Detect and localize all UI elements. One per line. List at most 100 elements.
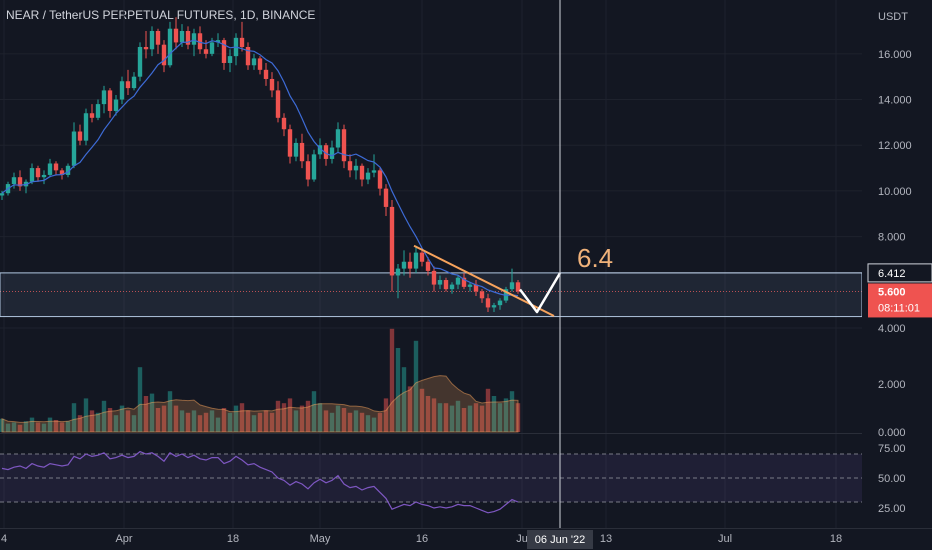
volume-bar — [407, 386, 413, 432]
candle-body — [113, 99, 119, 111]
volume-bar — [227, 412, 233, 432]
candle-body — [101, 90, 107, 105]
candle-body — [467, 284, 473, 287]
volume-bar — [143, 396, 149, 432]
candle-body — [161, 44, 167, 66]
time-tick-label: 18 — [227, 533, 239, 545]
volume-bar — [359, 412, 365, 432]
candle-body — [413, 252, 419, 269]
volume-bar — [281, 403, 287, 432]
cursor-date-badge — [527, 530, 593, 549]
grid — [0, 0, 932, 528]
candle-body — [65, 165, 71, 175]
volume-bar — [485, 388, 491, 432]
volume-bar — [203, 412, 209, 432]
candle-body — [119, 81, 125, 100]
volume-bar — [251, 415, 257, 432]
candle-body — [431, 270, 437, 285]
volume-bar — [113, 415, 119, 432]
time-tick-label: Jul — [718, 533, 732, 545]
time-tick-label: 16 — [416, 533, 428, 545]
candle-body — [287, 129, 293, 157]
volume-bar — [107, 408, 113, 432]
volume-bar — [89, 410, 95, 432]
candle-body — [257, 58, 263, 70]
volume-bar — [479, 405, 485, 432]
volume-bar — [431, 398, 437, 432]
volume-bar — [467, 405, 473, 432]
candle-body — [263, 69, 269, 79]
candle-body — [311, 154, 317, 180]
time-tick-label: 13 — [600, 533, 612, 545]
chart-title: NEAR / TetherUS PERPETUAL FUTURES, 1D, B… — [6, 8, 316, 22]
candle-body — [137, 46, 143, 77]
candle-body — [53, 163, 59, 171]
volume-average-area — [1, 375, 519, 433]
volume-bar — [329, 412, 335, 432]
candle-body — [425, 261, 431, 271]
candle-body — [461, 277, 467, 287]
volume-bar — [65, 421, 71, 432]
candle-body — [401, 261, 407, 269]
candle-body — [305, 161, 311, 180]
volume-bar — [59, 422, 65, 432]
price-tick-label: 10.000 — [878, 186, 912, 198]
volume-bar — [497, 403, 503, 432]
volume-bar — [155, 408, 161, 432]
candle-body — [407, 261, 413, 269]
price-annotation: 6.4 — [577, 243, 613, 273]
volume-bar — [233, 405, 239, 432]
candle-body — [347, 161, 353, 171]
rsi-line — [1, 450, 519, 514]
candle-body — [269, 78, 275, 91]
candle-body — [317, 145, 323, 155]
volume-bar — [347, 412, 353, 432]
volume-bar — [41, 423, 47, 432]
volume-bar — [23, 421, 29, 432]
candle-body — [167, 28, 173, 66]
volume-bar — [173, 405, 179, 432]
time-tick-label: Apr — [115, 533, 132, 545]
volume-bar — [377, 412, 383, 432]
candle-body — [83, 113, 89, 141]
rsi-pane — [0, 450, 862, 514]
volume-bar — [473, 403, 479, 432]
volume-bar — [245, 410, 251, 432]
volume-bar — [401, 367, 407, 432]
price-axis[interactable]: USDT 16.000 14.000 12.000 10.000 8.000 4.000 2.… — [862, 0, 932, 550]
moving-average-line — [1, 39, 519, 297]
candle-body — [41, 174, 47, 178]
candle-body — [473, 284, 479, 292]
last-price-badge — [868, 283, 932, 318]
candle-body — [77, 131, 83, 141]
volume-bar — [389, 328, 395, 432]
candle-body — [299, 142, 305, 162]
volume-bar — [47, 417, 53, 432]
candle-body — [395, 268, 401, 276]
volume-bar — [335, 405, 341, 432]
candle-body — [497, 300, 503, 306]
time-axis[interactable]: 4 Apr 18 May 16 Ju 13 Jul 18 06 Jun '22 — [0, 528, 932, 550]
volume-bar — [215, 417, 221, 432]
candle-body — [179, 30, 185, 43]
candle-body — [59, 170, 65, 175]
candle-body — [377, 170, 383, 189]
candle-body — [35, 168, 41, 178]
volume-bar — [491, 396, 497, 432]
rsi-tick-label: 75.00 — [878, 443, 906, 455]
volume-bar — [101, 400, 107, 432]
price-tick-label: 16.000 — [878, 49, 912, 61]
rsi-tick-label: 50.00 — [878, 473, 906, 485]
volume-bar — [395, 348, 401, 432]
candle-body — [449, 284, 455, 290]
candle-body — [95, 104, 101, 118]
candle-body — [155, 30, 161, 45]
volume-bar — [185, 412, 191, 432]
volume-bar — [371, 417, 377, 432]
candle-body — [491, 305, 497, 308]
candle-body — [341, 129, 347, 162]
candle-body — [443, 280, 449, 290]
volume-bar — [167, 391, 173, 432]
volume-bar — [299, 405, 305, 432]
